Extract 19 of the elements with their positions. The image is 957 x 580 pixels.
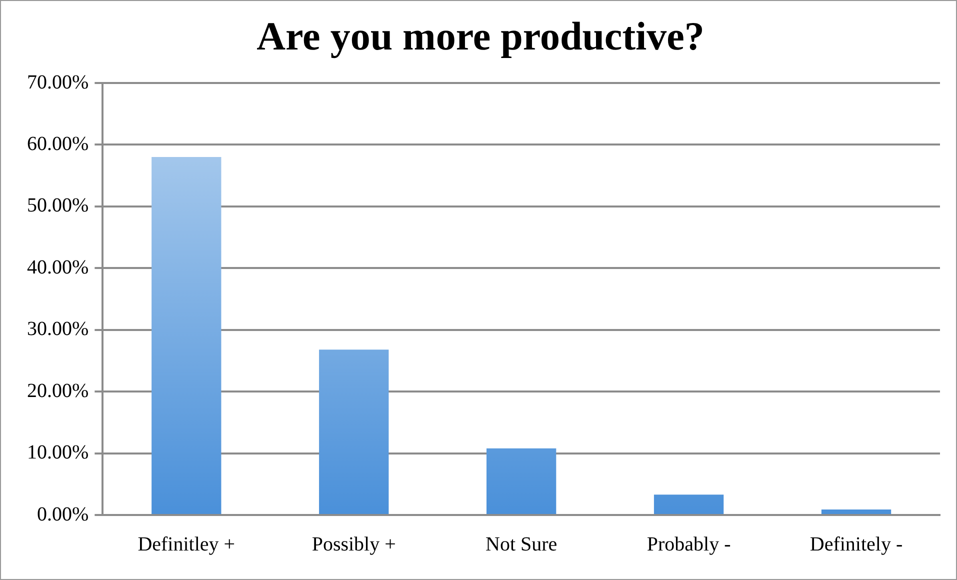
y-tick-label: 30.00% [26, 318, 89, 340]
x-tick-label: Probably - [646, 533, 731, 556]
bar [319, 350, 389, 514]
bar [486, 448, 556, 514]
y-tick-label: 50.00% [26, 194, 89, 217]
y-tick-label: 60.00% [26, 132, 89, 155]
y-tick-label: 10.00% [26, 442, 89, 464]
chart-title: Are you more productive? [256, 13, 704, 58]
x-tick-label: Not Sure [485, 533, 558, 556]
bar [654, 494, 724, 514]
y-tick-label: 0.00% [36, 503, 89, 526]
y-tick-label: 70.00% [26, 71, 89, 94]
bar [152, 157, 222, 514]
bar [821, 509, 892, 514]
y-tick-label: 40.00% [26, 256, 89, 278]
x-tick-label: Possibly + [312, 533, 396, 556]
x-tick-label: Definitely - [810, 533, 903, 556]
y-tick-label: 20.00% [26, 380, 89, 402]
x-tick-label: Definitley + [138, 533, 236, 556]
